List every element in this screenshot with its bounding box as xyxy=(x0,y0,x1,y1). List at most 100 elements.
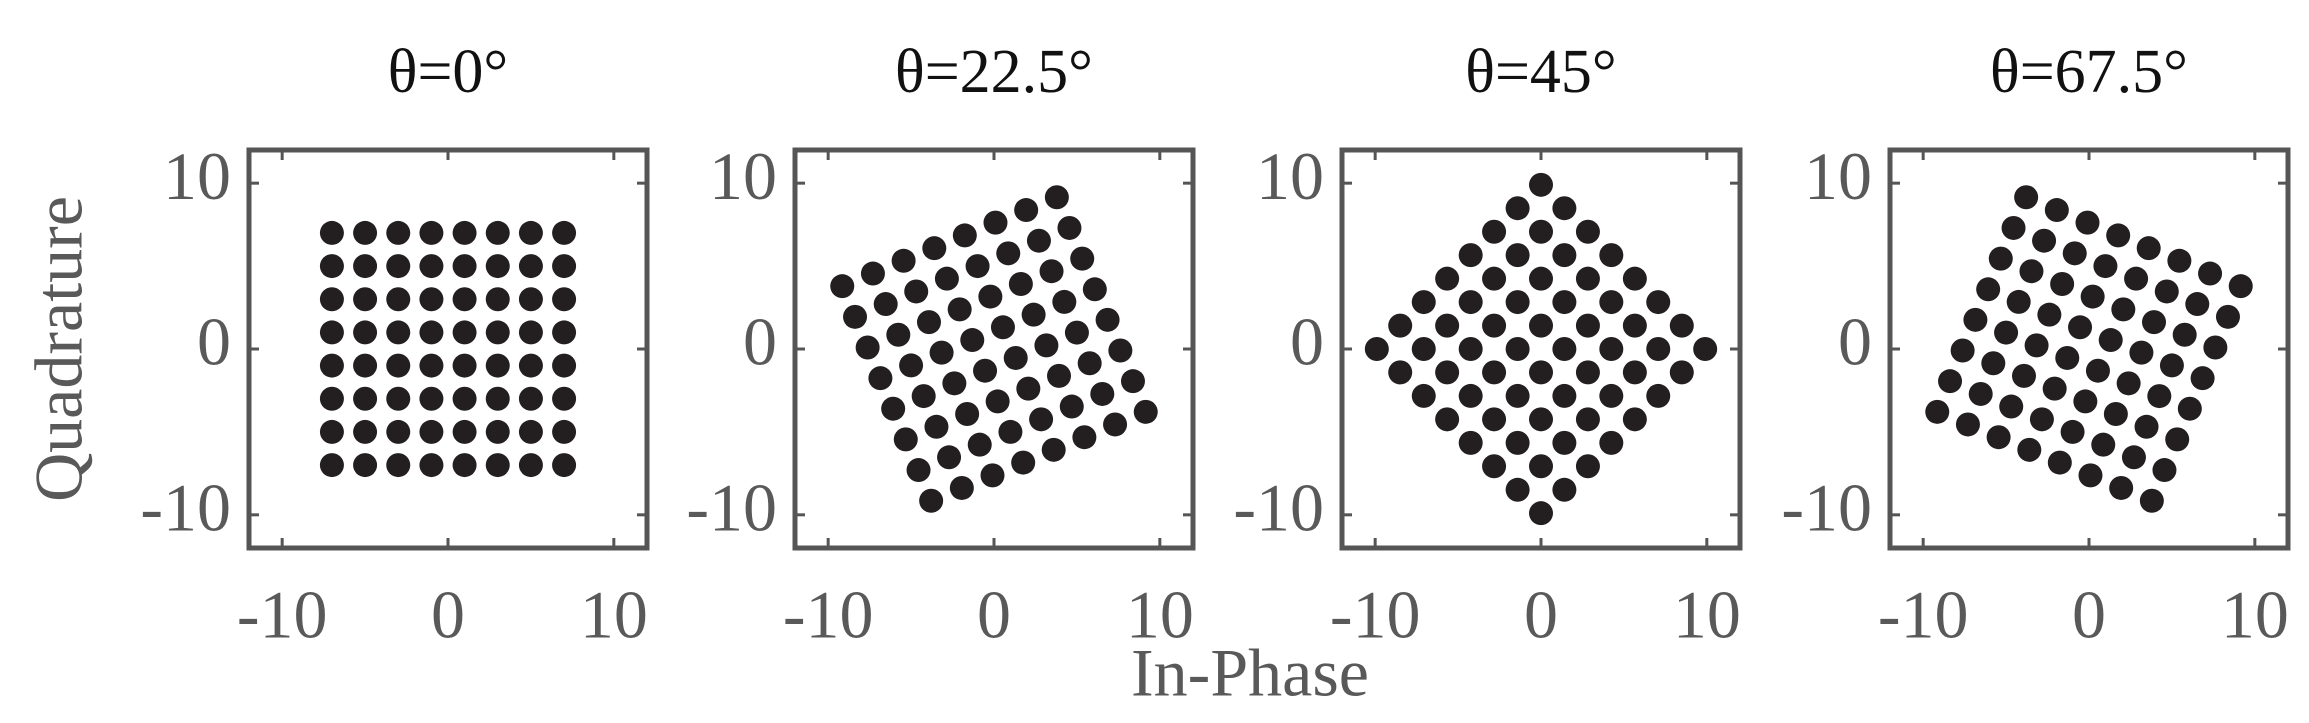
point xyxy=(2109,475,2134,500)
point xyxy=(452,320,477,345)
point xyxy=(452,353,477,378)
y-axis-label: Quadrature xyxy=(21,196,97,502)
point xyxy=(353,287,378,312)
point xyxy=(2116,371,2141,396)
point xyxy=(2019,259,2044,284)
point xyxy=(485,353,510,378)
point xyxy=(922,236,947,261)
point xyxy=(1059,394,1084,419)
point xyxy=(353,386,378,411)
x-tick-label: -10 xyxy=(1878,577,1969,653)
point xyxy=(1388,313,1413,338)
point xyxy=(1435,407,1460,432)
axes-box xyxy=(246,147,650,551)
point xyxy=(1082,277,1107,302)
point xyxy=(1482,219,1507,244)
point xyxy=(893,427,918,452)
point xyxy=(2190,366,2215,391)
point xyxy=(1575,454,1600,479)
point xyxy=(881,396,906,421)
point xyxy=(353,220,378,245)
point xyxy=(1072,425,1097,450)
y-tick-label: -10 xyxy=(1781,469,1872,545)
point xyxy=(1575,266,1600,291)
point xyxy=(552,220,577,245)
point xyxy=(2037,302,2062,327)
point xyxy=(1955,412,1980,437)
point xyxy=(949,475,974,500)
point xyxy=(1938,369,1963,394)
point xyxy=(1070,246,1095,271)
point xyxy=(518,453,543,478)
point xyxy=(319,287,344,312)
point xyxy=(934,266,959,291)
point xyxy=(2165,427,2190,452)
point xyxy=(2136,236,2161,261)
point xyxy=(830,274,855,299)
point xyxy=(485,386,510,411)
point xyxy=(1458,290,1483,315)
point xyxy=(2068,315,2093,340)
point xyxy=(353,353,378,378)
point xyxy=(1575,219,1600,244)
point xyxy=(1435,313,1460,338)
point xyxy=(2121,445,2146,470)
point xyxy=(552,287,577,312)
x-tick-label: 0 xyxy=(977,577,1011,653)
point xyxy=(452,287,477,312)
point xyxy=(1505,196,1530,221)
point xyxy=(1411,383,1436,408)
point xyxy=(2103,402,2128,427)
point xyxy=(485,254,510,279)
point xyxy=(978,284,1003,309)
point xyxy=(2055,345,2080,370)
point xyxy=(419,320,444,345)
point xyxy=(1529,172,1553,197)
point xyxy=(386,353,411,378)
point xyxy=(1021,302,1046,327)
point xyxy=(899,353,924,378)
point xyxy=(1950,338,1975,363)
point xyxy=(1505,290,1530,315)
panel-title: θ=0° xyxy=(388,38,508,106)
point xyxy=(1669,360,1694,385)
point xyxy=(1482,407,1507,432)
point xyxy=(1064,320,1089,345)
point xyxy=(2044,198,2069,223)
point xyxy=(1981,351,2006,376)
point xyxy=(2106,223,2131,248)
x-tick-label: 10 xyxy=(1673,577,1741,653)
point xyxy=(1047,363,1072,388)
point xyxy=(1505,337,1530,361)
point xyxy=(919,488,944,513)
point xyxy=(1529,313,1553,338)
point xyxy=(552,419,577,444)
point xyxy=(2078,463,2103,488)
point xyxy=(2042,376,2067,401)
point xyxy=(1529,360,1553,385)
point xyxy=(452,419,477,444)
x-axis-label: In-Phase xyxy=(1131,635,1369,711)
point xyxy=(1482,454,1507,479)
point xyxy=(973,358,998,383)
point xyxy=(1435,360,1460,385)
point xyxy=(386,320,411,345)
point xyxy=(353,254,378,279)
point xyxy=(1008,271,1033,296)
panel-title: θ=67.5° xyxy=(1990,38,2188,106)
point xyxy=(552,254,577,279)
point xyxy=(1029,407,1054,432)
point xyxy=(952,223,977,248)
x-tick-label: 10 xyxy=(2221,577,2289,653)
point xyxy=(319,320,344,345)
y-tick-label: 0 xyxy=(1290,304,1324,380)
y-tick-label: 0 xyxy=(1838,304,1872,380)
axes-box xyxy=(1339,147,1743,551)
point xyxy=(1411,290,1436,315)
point xyxy=(873,292,898,317)
point xyxy=(1057,215,1082,240)
point xyxy=(965,254,990,279)
point xyxy=(1552,477,1577,502)
point xyxy=(518,353,543,378)
point xyxy=(1133,399,1158,424)
